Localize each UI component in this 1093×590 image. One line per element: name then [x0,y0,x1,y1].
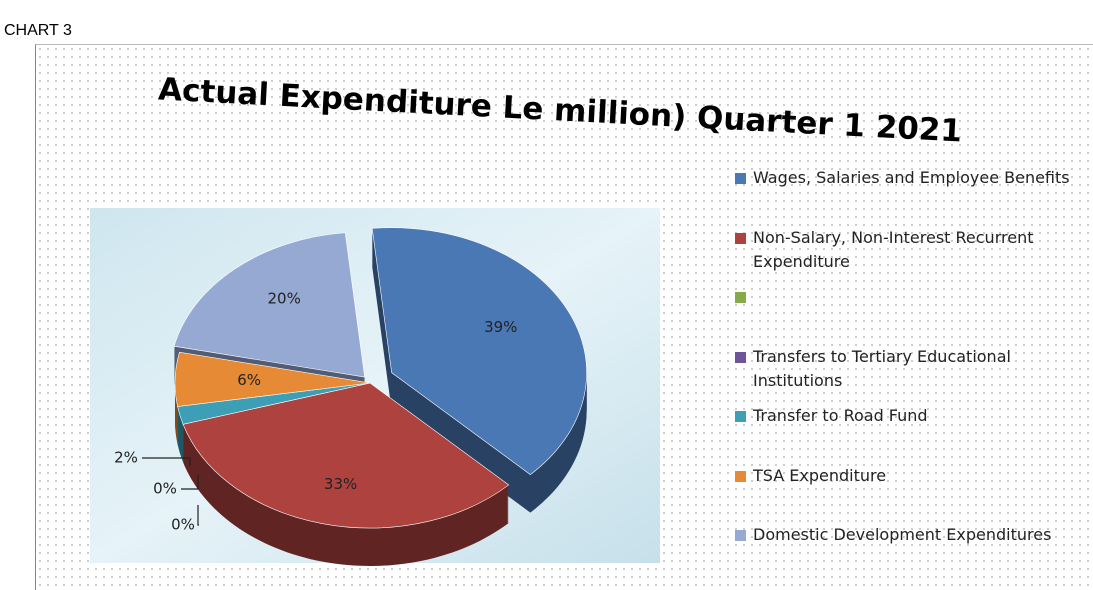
legend-swatch [735,232,746,244]
leader-line [181,475,199,490]
legend-item: Wages, Salaries and Employee Benefits [735,166,1073,226]
chart-title: Actual Expenditure Le million) Quarter 1… [157,71,963,149]
pie [173,227,587,529]
legend-label: Wages, Salaries and Employee Benefits [753,168,1070,187]
sheet-label: CHART 3 [4,22,72,39]
legend-label: Transfers to Tertiary Educational Instit… [753,346,1011,390]
legend-item [735,285,1073,345]
data-label: 33% [324,475,357,493]
slice [173,232,366,378]
legend-item: Non-Salary, Non-Interest Recurrent Expen… [735,226,1073,286]
data-label: 6% [237,371,261,389]
legend-swatch [735,292,746,303]
slice [174,351,371,407]
legend-swatch [735,470,746,482]
data-label: 0% [171,516,195,534]
legend-label: Domestic Development Expenditures [753,525,1052,544]
data-label: 39% [484,318,517,336]
data-labels: 39% 33% 0% 0% 2% 6% 20% [114,290,517,534]
data-label: 0% [153,480,177,498]
data-label: 20% [268,290,301,308]
legend-item: Transfers to Tertiary Educational Instit… [735,345,1073,405]
legend-item: Transfer to Road Fund [735,404,1073,464]
legend-item: Domestic Development Expenditures [735,523,1093,583]
leader-line [142,457,191,466]
legend-item: TSA Expenditure [735,464,1073,524]
legend-swatch [735,530,746,541]
legend-label: Non-Salary, Non-Interest Recurrent Expen… [753,227,1034,271]
legend-swatch [735,351,746,363]
legend-label: TSA Expenditure [753,465,887,485]
legend-swatch [735,411,746,422]
legend-label: Transfer to Road Fund [753,406,928,425]
legend-swatch [735,173,746,184]
slice [182,382,510,529]
legend: Wages, Salaries and Employee Benefits Non… [735,166,1093,583]
data-label: 2% [114,449,138,467]
leader-line [197,505,199,526]
slice [371,227,587,475]
